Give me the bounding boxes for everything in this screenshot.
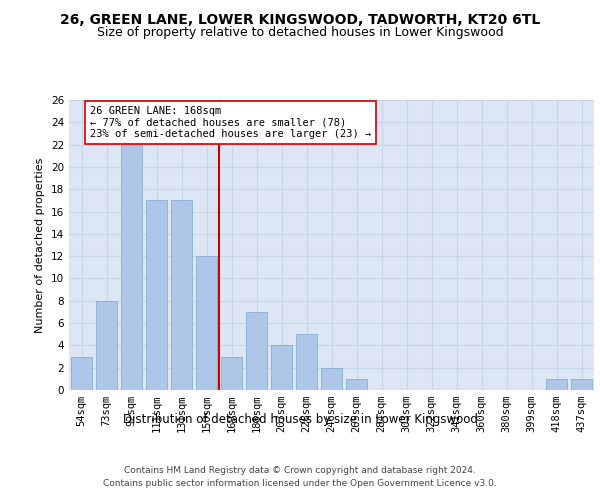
Text: Size of property relative to detached houses in Lower Kingswood: Size of property relative to detached ho… [97, 26, 503, 39]
Bar [146, 200, 167, 390]
Bar [71, 356, 92, 390]
Bar [171, 200, 192, 390]
Bar [296, 334, 317, 390]
Bar [346, 379, 367, 390]
Bar [546, 379, 567, 390]
Bar [271, 346, 292, 390]
Text: 26, GREEN LANE, LOWER KINGSWOOD, TADWORTH, KT20 6TL: 26, GREEN LANE, LOWER KINGSWOOD, TADWORT… [60, 12, 540, 26]
Text: Contains HM Land Registry data © Crown copyright and database right 2024.: Contains HM Land Registry data © Crown c… [124, 466, 476, 475]
Bar [571, 379, 592, 390]
Bar [246, 312, 267, 390]
Bar [196, 256, 217, 390]
Bar [321, 368, 342, 390]
Bar [96, 301, 117, 390]
Text: Distribution of detached houses by size in Lower Kingswood: Distribution of detached houses by size … [122, 412, 478, 426]
Bar [121, 144, 142, 390]
Text: Contains public sector information licensed under the Open Government Licence v3: Contains public sector information licen… [103, 479, 497, 488]
Bar [221, 356, 242, 390]
Text: 26 GREEN LANE: 168sqm
← 77% of detached houses are smaller (78)
23% of semi-deta: 26 GREEN LANE: 168sqm ← 77% of detached … [90, 106, 371, 139]
Y-axis label: Number of detached properties: Number of detached properties [35, 158, 46, 332]
